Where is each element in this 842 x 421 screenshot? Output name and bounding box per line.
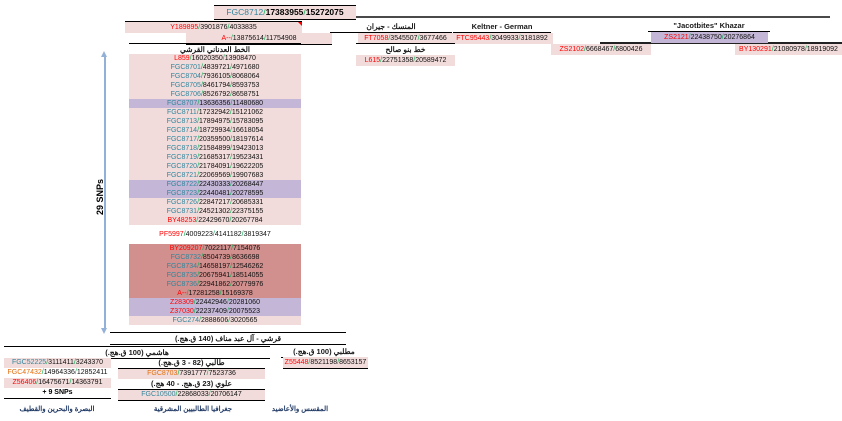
- snp-row-fgc274: FGC274/2888606/3020565: [129, 316, 301, 325]
- snp-row-fgc52225: FGC52225/3111411/3243370: [4, 358, 111, 368]
- snp-row-l859: L859/16020350/13908470: [129, 54, 301, 63]
- connector-line-top: [356, 15, 830, 18]
- snp-row-a-13875614: A--/13875614/11754908: [186, 32, 332, 45]
- snp-row-by130291: BY130291/21080978/18919092: [735, 43, 842, 55]
- snp-row-ftc95443: FTC95443/3049933/3181892: [451, 33, 553, 44]
- snp-row-fgc8718: FGC8718/21584899/19423013: [129, 144, 301, 153]
- snp-row-ft7058: FT7058/3545507/3677466: [358, 33, 453, 44]
- generation-bar-qurashi-abd-manaf: قرشي - آل عبد مناف (140 ق.هج.): [110, 332, 346, 345]
- arrow-down-icon: [101, 328, 107, 334]
- snp-row-fgc8714: FGC8714/18729934/16618054: [129, 126, 301, 135]
- snp-row-z55448: Z55448/8521198/8653157: [283, 357, 368, 369]
- snp-row-fgc10500: FGC10500/22868033/20706147: [118, 390, 265, 400]
- snp-row-z37030: Z37030/22237409/20075523: [129, 307, 301, 316]
- caption-basra-bahrain-qatif: البصرة والبحرين والقطيف: [19, 406, 95, 413]
- snp-row-fgc8711: FGC8711/17232942/15121062: [129, 108, 301, 117]
- snp-row-fgc8723: FGC8723/22440481/20278595: [129, 189, 301, 198]
- snp-row-pf5997: PF5997/4009223/4141182/3819347: [159, 231, 271, 238]
- snp-row-fgc8736: FGC8736/22941862/20779976: [129, 280, 301, 289]
- snp-row-fgc8720: FGC8720/21784091/19622205: [129, 162, 301, 171]
- snp-row-fgc8701: FGC8701/4839721/4971680: [129, 63, 301, 72]
- snp-row-y189895: Y189895/3901876/4033835: [125, 21, 302, 33]
- branch-header-mansak-jiran: المنسك - جيران: [330, 21, 452, 33]
- basra-snp-column: FGC52225/3111411/3243370 FGC47432/1496433…: [4, 358, 111, 399]
- snp-row-fgc8721: FGC8721/22069569/19907683: [129, 171, 301, 180]
- snp-row-z28309: Z28309/22442946/20281060: [129, 298, 301, 307]
- snp-row-zs2121: ZS2121/22438750/20276864: [651, 32, 768, 43]
- snp-range-arrow: [104, 57, 106, 328]
- snp-row-z56406: Z56406/16475671/14363791: [4, 378, 111, 388]
- adnani-snp-list: L859/16020350/13908470 FGC8701/4839721/49…: [129, 54, 301, 325]
- snp-row-fgc8726: FGC8726/22847217/20685331: [129, 198, 301, 207]
- snp-row-fgc47432: FGC47432/14964336/12852411: [7, 369, 108, 376]
- snp-row-fgc8703: FGC8703/7391777/7523736: [118, 369, 265, 379]
- snp-row-fgc8713: FGC8713/17894975/15783095: [129, 117, 301, 126]
- talibi-alawi-column: طالبي (82 - 3 ق.هج.) FGC8703/7391777/752…: [118, 358, 265, 401]
- root-snp-fgc8712: FGC8712/17383955/15272075: [214, 5, 356, 20]
- caption-right-clans: المقسس والأعاضيد: [271, 406, 329, 413]
- caption-talibid-eastern-geography: جغرافيا الطالبيين المشرقية: [153, 406, 233, 413]
- extra-snps-label: + 9 SNPs: [42, 389, 73, 396]
- snp-row-by48253: BY48253/22429670/20267784: [129, 216, 301, 225]
- snp-row-a: A--/17281258/15169378: [129, 289, 301, 298]
- snp-row-fgc8705: FGC8705/8461794/8593753: [129, 81, 301, 90]
- generation-header-talibi: طالبي (82 - 3 ق.هج.): [118, 358, 265, 369]
- snp-row-fgc8734: FGC8734/14658197/12546262: [129, 262, 301, 271]
- snp-row-fgc8719: FGC8719/21685317/19523431: [129, 153, 301, 162]
- snp-row-zs2102: ZS2102/6668467/6800426: [551, 43, 651, 55]
- snp-row-fgc8707: FGC8707/13636356/11480680: [129, 99, 301, 108]
- snp-row-fgc8717: FGC8717/20359500/18197614: [129, 135, 301, 144]
- snp-row-fgc8731: FGC8731/24521302/22375155: [129, 207, 301, 216]
- branch-header-jacotbites-khazar: "Jacotbites" Khazar: [648, 20, 770, 32]
- snp-row-fgc8704: FGC8704/7936105/8068064: [129, 72, 301, 81]
- snp-row-fgc8735: FGC8735/20675941/18514055: [129, 271, 301, 280]
- generation-bar-hashimi: هاشمي (100 ق.هج.): [4, 346, 270, 359]
- snp-row-l615: L615/22751358/20589472: [356, 54, 455, 66]
- snp-row-fgc8706: FGC8706/8526792/8658751: [129, 90, 301, 99]
- comment-marker-icon: [298, 22, 302, 26]
- snp-row-fgc8732: FGC8732/8504739/8636698: [129, 253, 301, 262]
- snp-count-label: 29 SNPs: [95, 178, 105, 216]
- arrow-up-icon: [101, 51, 107, 57]
- branch-header-keltner-german: Keltner - German: [453, 21, 551, 33]
- snp-row-by209207: BY209207/7022117/7154076: [129, 244, 301, 253]
- snp-row-fgc8722: FGC8722/22430333/20268447: [129, 180, 301, 189]
- generation-header-alawi: علوي (23 ق.هج. - 40 هج.): [118, 379, 265, 390]
